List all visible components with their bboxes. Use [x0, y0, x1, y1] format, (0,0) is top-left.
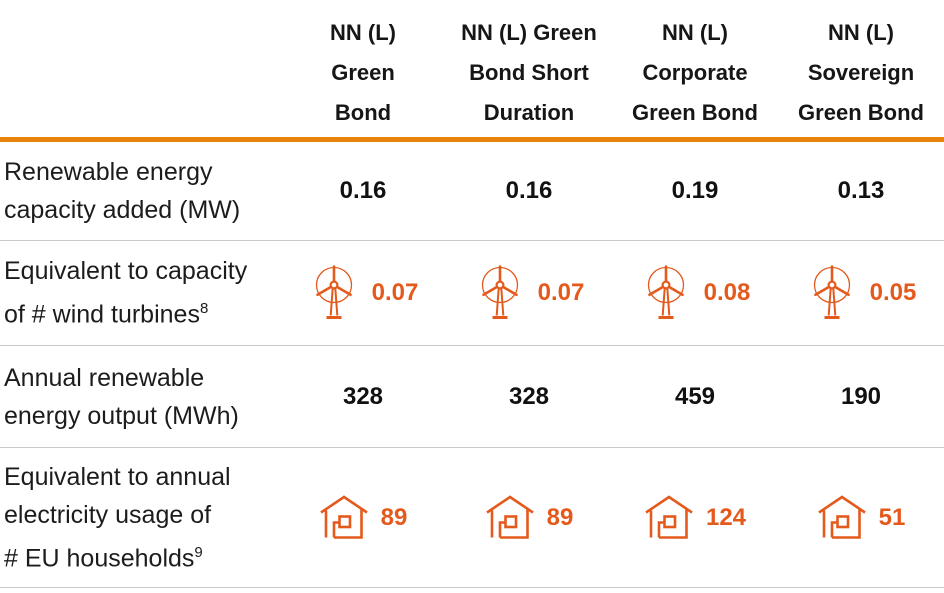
- row-label-line: of # wind turbines8: [4, 300, 209, 329]
- metric-value: 0.16: [505, 177, 553, 204]
- row-label-line: Equivalent to capacity: [4, 257, 248, 286]
- metric-cell: 124: [612, 448, 778, 587]
- metric-value: 89: [546, 503, 574, 531]
- row-label-line: Equivalent to annual: [4, 462, 231, 491]
- metric-cell: 0.07: [446, 241, 612, 345]
- column-header-sovereign-green-bond: NN (L) Sovereign Green Bond: [778, 0, 944, 137]
- metric-cell: 0.05: [778, 241, 944, 345]
- column-header-green-bond: NN (L) Green Bond: [280, 0, 446, 137]
- column-header-line: Duration: [483, 100, 575, 125]
- row-label: Equivalent to annual electricity usage o…: [0, 448, 280, 587]
- metric-value: 0.08: [703, 279, 751, 306]
- column-header-line: NN (L): [662, 20, 728, 45]
- metric-value: 0.13: [837, 177, 885, 204]
- row-label-line: electricity usage of: [4, 500, 212, 529]
- column-header-green-bond-short-duration: NN (L) Green Bond Short Duration: [446, 0, 612, 137]
- metric-value: 0.05: [869, 279, 917, 306]
- table-row-capacity-added: Renewable energy capacity added (MW) 0.1…: [0, 142, 944, 241]
- metric-value: 0.16: [339, 177, 387, 204]
- metric-value: 328: [508, 382, 550, 410]
- metric-value: 190: [840, 382, 882, 410]
- column-header-line: NN (L): [330, 20, 396, 45]
- metric-value: 459: [674, 382, 716, 410]
- house-icon: [644, 494, 694, 542]
- row-label-line: energy output (MWh): [4, 401, 239, 430]
- metric-cell: 0.07: [280, 241, 446, 345]
- wind-turbine-icon: [640, 262, 692, 324]
- wind-turbine-icon: [474, 262, 526, 324]
- column-header-line: Corporate: [642, 60, 748, 85]
- row-label: Annual renewable energy output (MWh): [0, 346, 280, 447]
- row-label-line: # EU households9: [4, 543, 203, 573]
- metric-cell: 89: [446, 448, 612, 587]
- row-label-line: capacity added (MW): [4, 196, 241, 224]
- table-row-eu-households: Equivalent to annual electricity usage o…: [0, 448, 944, 588]
- column-header-line: NN (L) Green: [461, 20, 597, 45]
- column-header-line: Bond: [334, 100, 392, 125]
- wind-turbine-icon: [806, 262, 858, 324]
- column-header-line: Sovereign: [807, 60, 915, 85]
- metric-cell: 89: [280, 448, 446, 587]
- metric-value: 0.07: [537, 279, 585, 306]
- table-row-wind-turbines: Equivalent to capacity of # wind turbine…: [0, 241, 944, 346]
- house-icon: [319, 494, 369, 542]
- metric-value: 0.07: [371, 279, 419, 306]
- metric-value: 328: [342, 382, 384, 410]
- header-rule: [0, 137, 944, 142]
- row-label: Equivalent to capacity of # wind turbine…: [0, 241, 280, 345]
- metric-value: 0.19: [671, 177, 719, 204]
- metric-cell: 51: [778, 448, 944, 587]
- wind-turbine-icon: [308, 262, 360, 324]
- footnote-marker: 8: [199, 300, 209, 318]
- row-label-line: Annual renewable: [4, 363, 205, 392]
- row-label-line: Renewable energy: [4, 158, 213, 186]
- metric-cell: 0.08: [612, 241, 778, 345]
- column-header-line: Green: [331, 60, 395, 85]
- header-spacer: [0, 0, 280, 137]
- column-header-corporate-green-bond: NN (L) Corporate Green Bond: [612, 0, 778, 137]
- house-icon: [817, 494, 867, 542]
- table-header-row: NN (L) Green Bond NN (L) Green Bond Shor…: [0, 0, 944, 137]
- metric-value: 89: [380, 503, 408, 531]
- column-header-line: Green Bond: [798, 100, 924, 125]
- metric-value: 51: [878, 503, 906, 531]
- column-header-line: Bond Short: [469, 60, 589, 85]
- metric-value: 124: [705, 503, 747, 531]
- table-row-energy-output: Annual renewable energy output (MWh) 328…: [0, 346, 944, 448]
- house-icon: [485, 494, 535, 542]
- column-header-line: NN (L): [828, 20, 894, 45]
- footnote-marker: 9: [194, 543, 203, 561]
- column-header-line: Green Bond: [632, 100, 758, 125]
- row-label: Renewable energy capacity added (MW): [0, 142, 280, 240]
